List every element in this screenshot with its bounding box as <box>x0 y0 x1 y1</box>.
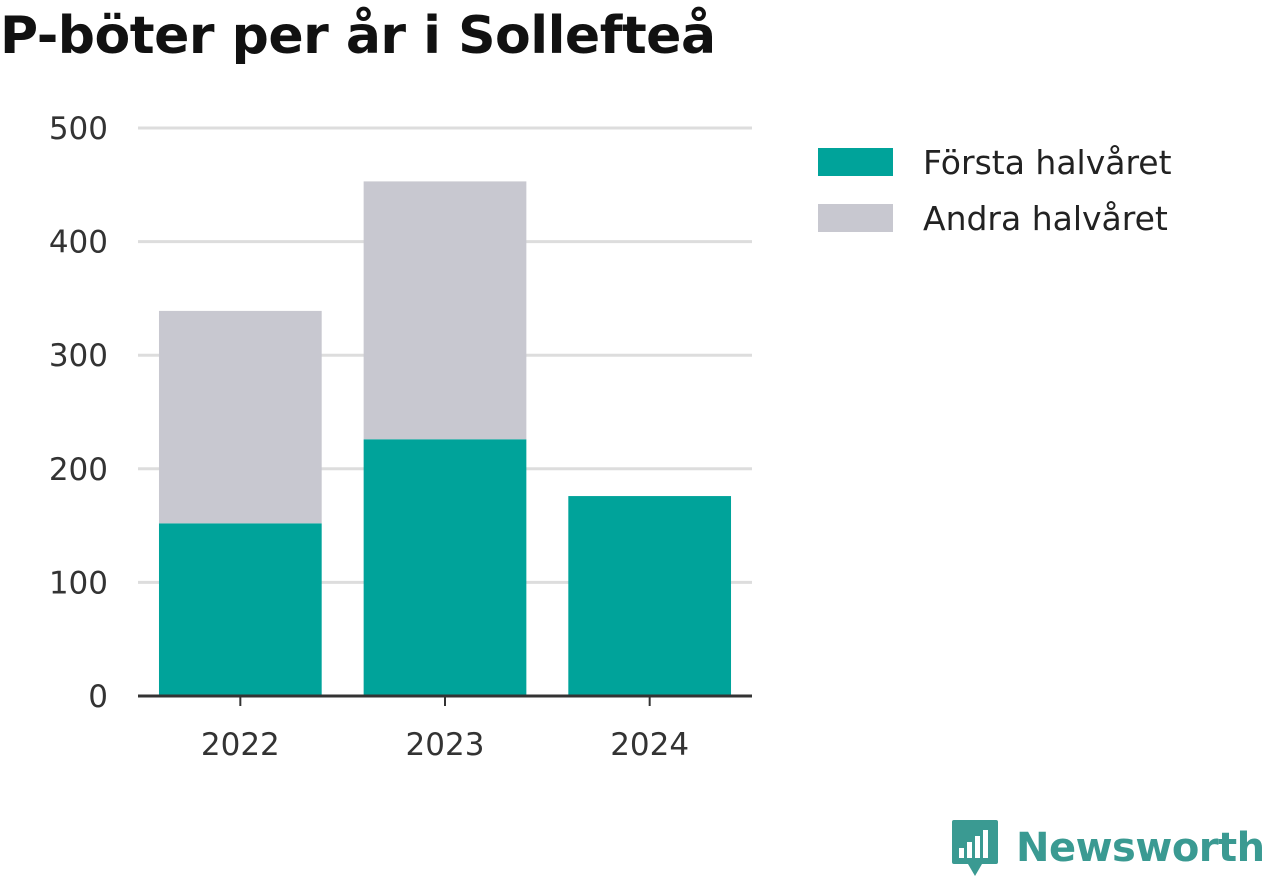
bar <box>363 439 527 696</box>
legend-swatch <box>818 148 893 176</box>
bar <box>363 181 527 440</box>
newsworthy-logo-icon <box>952 820 998 876</box>
y-tick-label: 0 <box>88 679 108 715</box>
brand-name: Newsworthy <box>1016 825 1262 871</box>
y-tick-label: 200 <box>49 452 108 488</box>
legend-label: Andra halvåret <box>923 199 1168 238</box>
legend-swatch <box>818 204 893 232</box>
x-tick-label: 2022 <box>201 727 280 763</box>
bar <box>158 523 322 696</box>
x-tick-label: 2023 <box>406 727 485 763</box>
legend-label: Första halvåret <box>923 143 1172 182</box>
legend: Första halvåret Andra halvåret <box>818 143 1172 238</box>
y-tick-label: 300 <box>49 338 108 374</box>
y-tick-label: 100 <box>49 565 108 601</box>
chart-title: P-böter per år i Sollefteå <box>0 6 716 66</box>
y-tick-label: 500 <box>49 111 108 147</box>
bars <box>158 181 732 696</box>
x-tick-label: 2024 <box>610 727 689 763</box>
bar <box>568 496 732 696</box>
bar <box>158 310 322 524</box>
newsworthy-logo: Newsworthy <box>950 818 1262 878</box>
axes: 0 100 200 300 400 500 2022 2023 2024 <box>49 111 752 763</box>
y-tick-label: 400 <box>49 225 108 261</box>
